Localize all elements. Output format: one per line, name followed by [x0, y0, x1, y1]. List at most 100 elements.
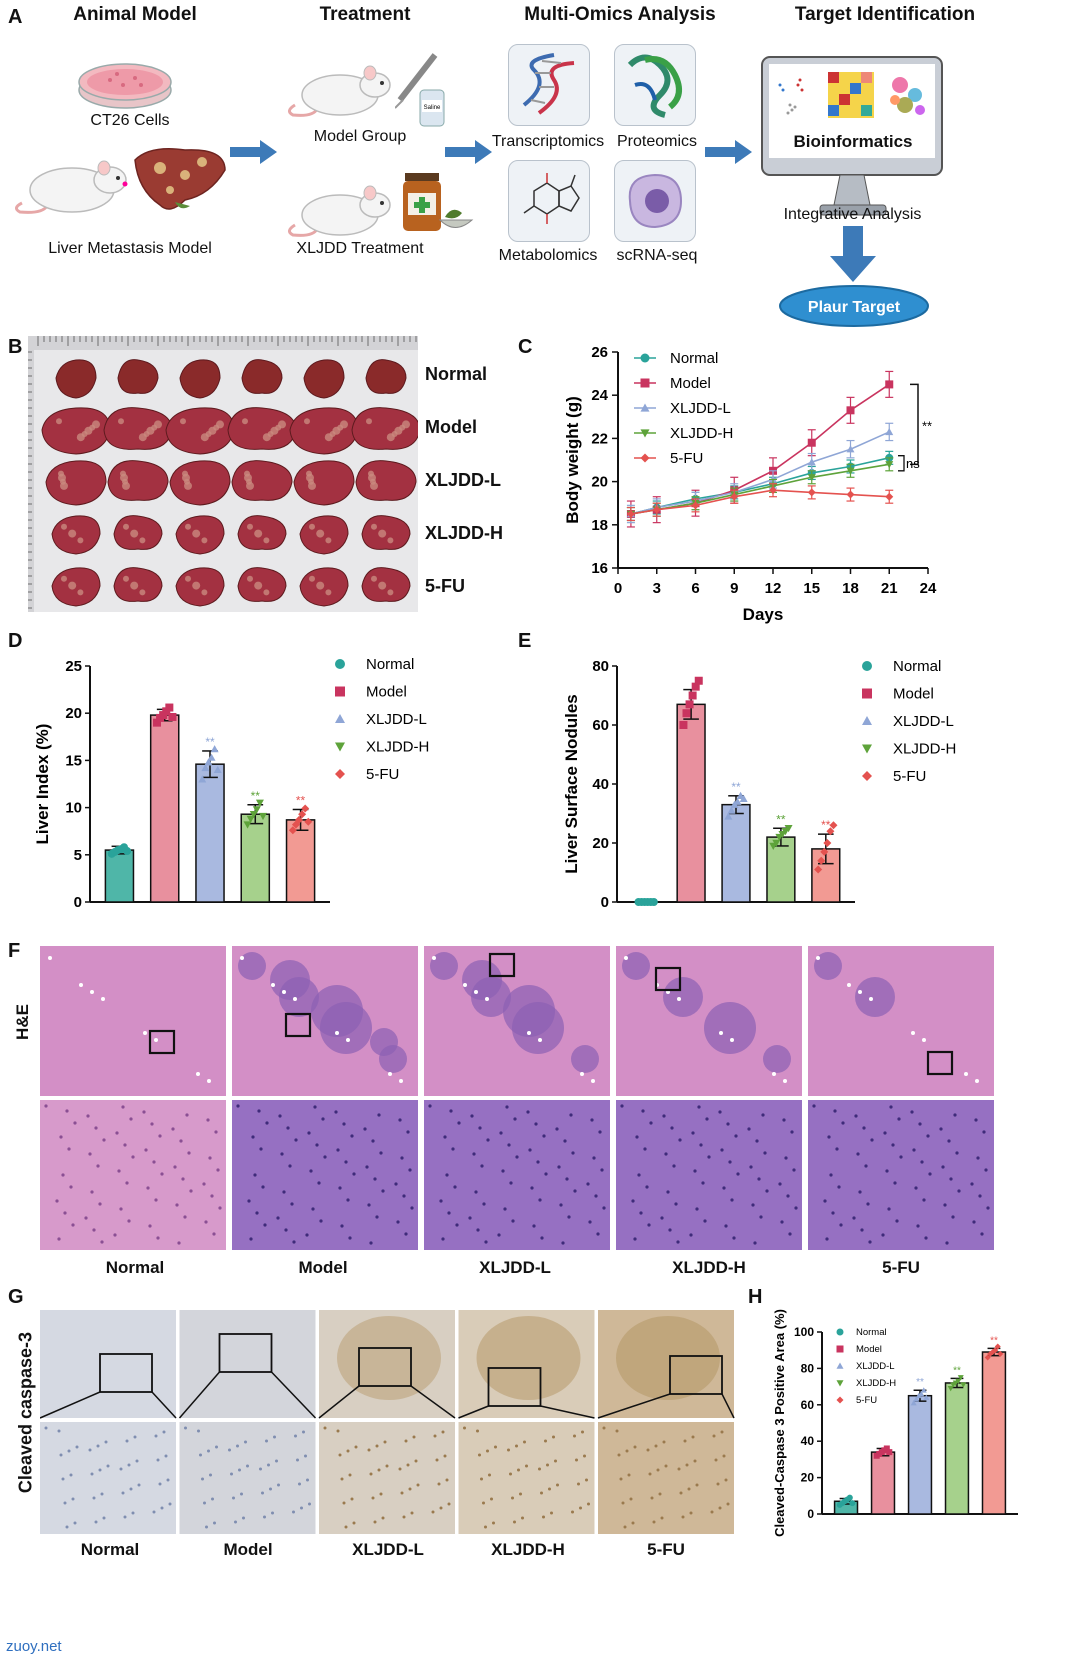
- stained-cell: [480, 1477, 483, 1481]
- metastatic-nodule: [325, 537, 332, 544]
- nucleus: [926, 1134, 930, 1138]
- zoom-region-box: [669, 1355, 723, 1395]
- stained-cell: [375, 1444, 379, 1448]
- metastatic-nodule: [68, 581, 77, 590]
- liver-nodules-bar-chart: 0 20 40 60 80 Liver Surface Nodules ** ** ** Norm…: [562, 658, 956, 911]
- he-row-label: H&E: [13, 1004, 32, 1040]
- data-point: [992, 1347, 999, 1354]
- stained-cell: [716, 1482, 720, 1486]
- nucleus: [265, 1121, 269, 1125]
- nucleus: [88, 1152, 92, 1156]
- nucleus: [470, 1114, 474, 1118]
- nucleus: [344, 1160, 348, 1164]
- nucleus: [782, 1118, 786, 1122]
- stained-cell: [348, 1473, 352, 1477]
- stained-cell: [447, 1502, 451, 1506]
- stained-cell: [342, 1501, 346, 1505]
- transcriptomics-label: Transcriptomics: [491, 133, 605, 150]
- nucleus: [288, 1164, 292, 1168]
- stained-cell: [410, 1511, 414, 1515]
- nucleus: [365, 1165, 369, 1169]
- nucleus: [645, 1185, 649, 1189]
- y-axis-title: Body weight (g): [563, 396, 582, 523]
- nucleus: [841, 1121, 845, 1125]
- nucleus: [398, 1118, 402, 1122]
- significance-bracket: [898, 455, 905, 472]
- metastatic-nodule: [316, 581, 325, 590]
- stained-cell: [377, 1468, 381, 1472]
- nucleus: [860, 1228, 864, 1232]
- stained-cell: [478, 1453, 481, 1457]
- liver-row-label-5fu: 5-FU: [425, 576, 465, 596]
- stained-cell: [687, 1487, 691, 1491]
- nucleus: [852, 1216, 856, 1220]
- legend-label: XLJDD-H: [893, 741, 956, 758]
- nucleus: [786, 1194, 790, 1198]
- stained-cell: [463, 1426, 466, 1430]
- stained-cell: [575, 1458, 578, 1462]
- data-point: [886, 1449, 893, 1456]
- x-tick-label: 21: [881, 580, 898, 597]
- nucleus: [693, 1169, 697, 1173]
- nucleus: [171, 1127, 175, 1131]
- stained-cell: [689, 1511, 693, 1515]
- legend-marker: [335, 686, 345, 697]
- stained-cell: [246, 1464, 249, 1468]
- x-tick-label: 24: [920, 580, 937, 597]
- data-point: [168, 712, 177, 721]
- liver-specimen: [299, 515, 349, 555]
- nucleus: [183, 1215, 187, 1219]
- vessel-lumen: [858, 990, 862, 994]
- nucleus: [319, 1219, 323, 1223]
- zoom-region-box: [148, 1029, 176, 1055]
- vessel-lumen: [399, 1079, 403, 1083]
- nucleus: [334, 1110, 338, 1114]
- data-point: [691, 501, 700, 510]
- stained-cell: [354, 1445, 358, 1449]
- panel-label-b: B: [8, 336, 23, 358]
- stained-cell: [544, 1439, 547, 1443]
- nucleus: [115, 1131, 119, 1135]
- legend-marker: [836, 1380, 844, 1387]
- stained-cell: [131, 1511, 135, 1515]
- bar: [811, 848, 841, 903]
- data-point: [826, 827, 835, 836]
- liver-specimen: [117, 359, 159, 394]
- nucleus: [703, 1219, 707, 1223]
- data-point: [679, 721, 688, 729]
- nucleus: [497, 1233, 501, 1237]
- stained-cell: [69, 1473, 73, 1477]
- metastatic-nodule: [192, 529, 201, 538]
- stained-cell: [277, 1483, 280, 1487]
- nucleus: [404, 1232, 408, 1236]
- bar: [285, 819, 316, 903]
- vessel-lumen: [772, 1072, 776, 1076]
- stained-cell: [488, 1473, 491, 1477]
- nucleus: [179, 1139, 183, 1143]
- vessel-lumen: [580, 1072, 584, 1076]
- nucleus: [236, 1104, 240, 1108]
- stained-cell: [406, 1463, 410, 1467]
- data-point: [829, 821, 838, 830]
- tumor-focus: [462, 960, 502, 1000]
- x-tick-label: 9: [730, 580, 738, 597]
- nucleus: [394, 1182, 398, 1186]
- stained-cell: [683, 1439, 687, 1443]
- nucleus: [321, 1117, 325, 1121]
- nucleus: [734, 1134, 738, 1138]
- data-point: [807, 488, 816, 497]
- metastatic-nodule: [118, 418, 124, 425]
- nucleus: [916, 1224, 920, 1228]
- liver-specimen: [51, 515, 101, 555]
- data-point: [883, 1445, 890, 1452]
- nucleus: [885, 1169, 889, 1173]
- heatmap-icon: [828, 72, 874, 118]
- stained-cell: [402, 1515, 406, 1519]
- nucleus: [501, 1169, 505, 1173]
- stained-cell: [158, 1482, 162, 1486]
- vessel-lumen: [783, 1079, 787, 1083]
- nucleus: [647, 1223, 651, 1227]
- data-point: [291, 820, 300, 829]
- vessel-lumen: [282, 990, 286, 994]
- model-group-label: Model Group: [313, 128, 407, 145]
